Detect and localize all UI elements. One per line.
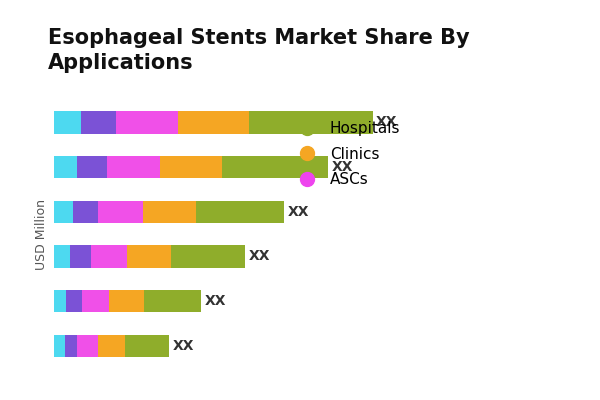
Bar — [98, 200, 143, 223]
Y-axis label: USD Million: USD Million — [35, 198, 49, 270]
Bar — [77, 334, 98, 357]
Bar — [125, 334, 169, 357]
Bar — [109, 290, 144, 312]
Text: Esophageal Stents Market Share By
Applications: Esophageal Stents Market Share By Applic… — [48, 28, 470, 73]
Bar — [54, 200, 73, 223]
Bar — [116, 111, 178, 134]
Bar — [70, 245, 91, 268]
Bar — [80, 111, 116, 134]
Bar — [144, 290, 201, 312]
Bar — [222, 156, 328, 178]
Bar — [54, 290, 67, 312]
Text: XX: XX — [249, 249, 270, 263]
Bar — [249, 111, 373, 134]
Bar — [143, 200, 196, 223]
Bar — [54, 334, 65, 357]
Bar — [91, 245, 127, 268]
Bar — [82, 290, 109, 312]
Bar — [160, 156, 222, 178]
Text: XX: XX — [287, 205, 309, 219]
Bar — [54, 111, 80, 134]
Bar — [98, 334, 125, 357]
Bar — [54, 245, 70, 268]
Bar — [67, 290, 82, 312]
Bar — [107, 156, 160, 178]
Bar — [127, 245, 171, 268]
Bar — [171, 245, 245, 268]
Bar — [65, 334, 77, 357]
Bar — [77, 156, 107, 178]
Text: XX: XX — [173, 339, 194, 353]
Bar — [178, 111, 249, 134]
Text: XX: XX — [205, 294, 226, 308]
Bar — [73, 200, 98, 223]
Bar — [196, 200, 284, 223]
Legend: Hospitals, Clinics, ASCs: Hospitals, Clinics, ASCs — [292, 121, 400, 188]
Text: XX: XX — [376, 115, 398, 129]
Text: XX: XX — [332, 160, 353, 174]
Bar — [54, 156, 77, 178]
